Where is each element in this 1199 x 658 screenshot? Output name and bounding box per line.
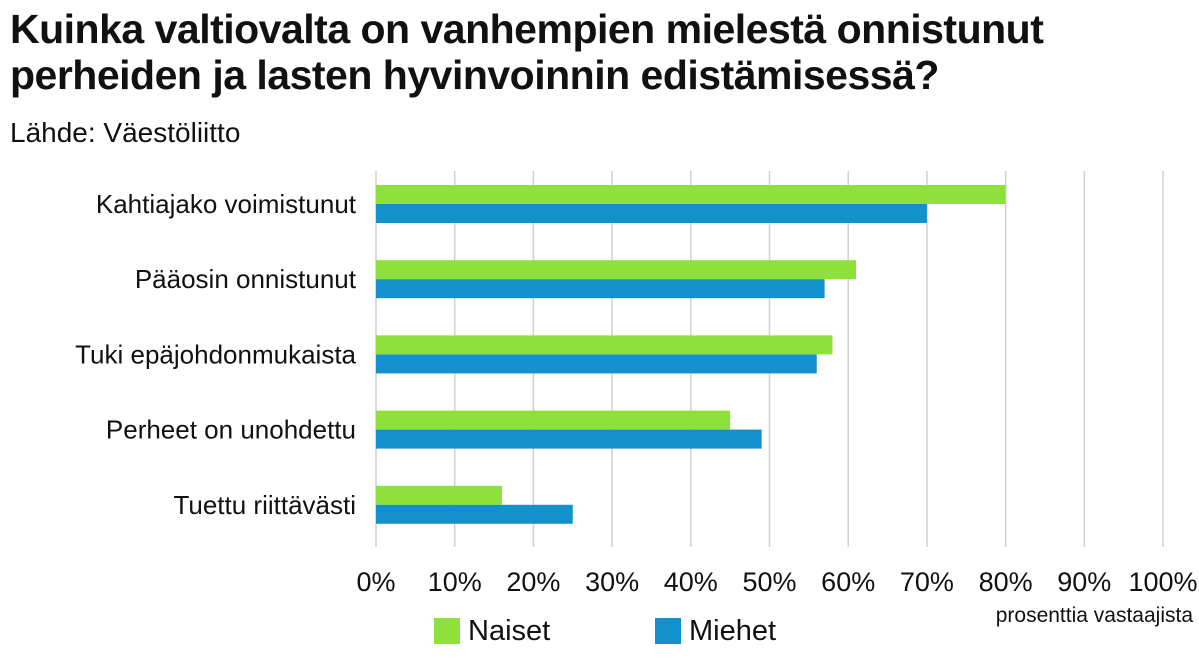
bar-miehet <box>376 504 573 524</box>
category-label: Pääosin onnistunut <box>135 264 357 294</box>
bar-naiset <box>376 485 502 505</box>
x-tick-label: 50% <box>742 567 796 597</box>
bar-naiset <box>376 335 833 355</box>
bar-miehet <box>376 279 825 299</box>
x-axis-title: prosenttia vastaajista <box>995 604 1193 627</box>
category-label: Perheet on unohdettu <box>106 415 356 445</box>
legend-label-naiset: Naiset <box>468 614 551 647</box>
legend-label-miehet: Miehet <box>689 614 777 647</box>
x-tick-label: 30% <box>585 567 639 597</box>
bar-naiset <box>376 260 857 280</box>
category-label: Tuettu riittävästi <box>173 490 356 520</box>
category-label: Tuki epäjohdonmukaista <box>75 339 356 369</box>
legend-swatch-naiset <box>434 618 460 644</box>
x-tick-label: 20% <box>506 567 560 597</box>
x-tick-label: 100% <box>1128 567 1197 597</box>
x-tick-label: 90% <box>1057 567 1111 597</box>
chart-subtitle: Lähde: Väestöliitto <box>10 117 241 148</box>
x-tick-label: 60% <box>821 567 875 597</box>
x-tick-label: 0% <box>356 567 395 597</box>
bar-miehet <box>376 354 817 374</box>
chart-title: Kuinka valtiovalta on vanhempien mielest… <box>10 6 1044 98</box>
bar-naiset <box>376 410 731 430</box>
category-label: Kahtiajako voimistunut <box>96 189 357 219</box>
legend-item-miehet: Miehet <box>655 614 776 648</box>
x-tick-label: 40% <box>664 567 718 597</box>
bar-miehet <box>376 429 762 449</box>
x-tick-label: 70% <box>900 567 954 597</box>
x-tick-label: 10% <box>428 567 482 597</box>
bar-naiset <box>376 185 1006 204</box>
legend-item-naiset: Naiset <box>434 614 550 648</box>
x-tick-label: 80% <box>979 567 1033 597</box>
legend-swatch-miehet <box>655 618 681 644</box>
bar-miehet <box>376 204 927 223</box>
